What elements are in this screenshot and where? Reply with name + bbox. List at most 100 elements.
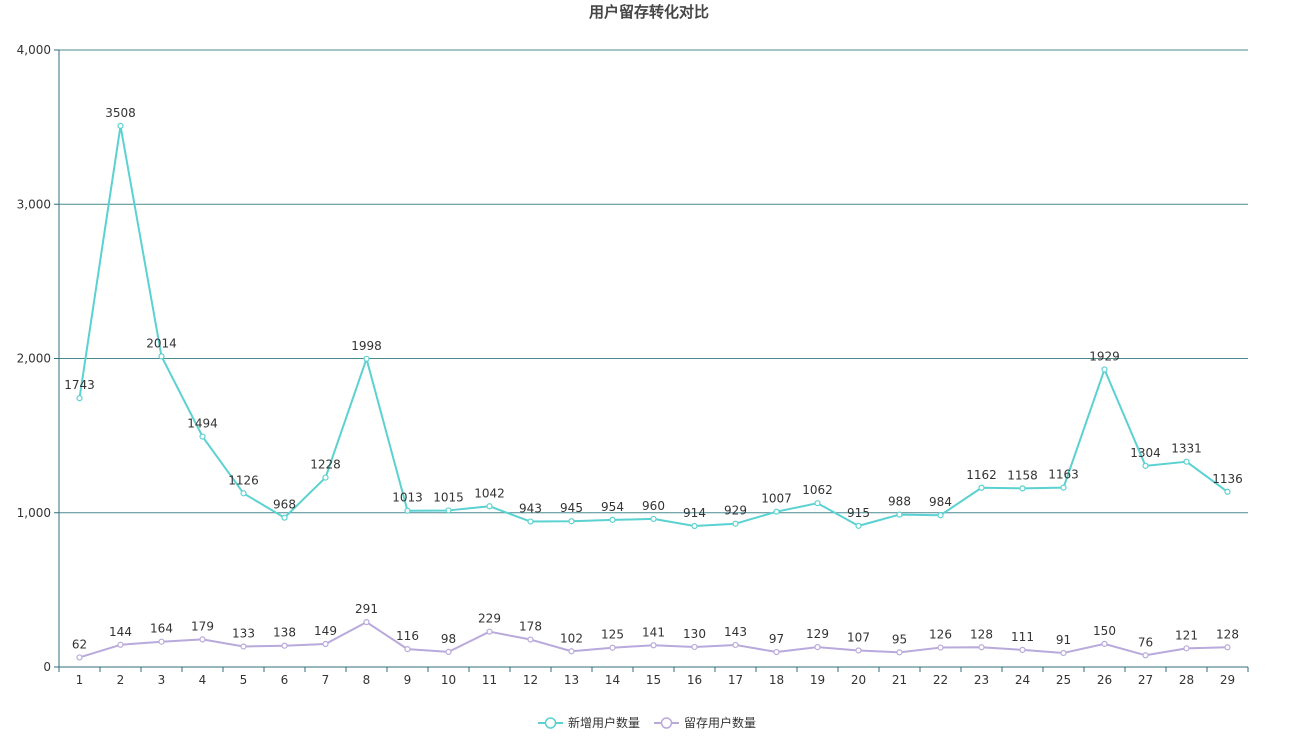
x-tick-label: 22 bbox=[933, 673, 948, 687]
grid-lines bbox=[59, 49, 1248, 514]
data-point bbox=[486, 628, 493, 635]
data-label: 1494 bbox=[187, 417, 218, 431]
data-label: 144 bbox=[109, 625, 132, 639]
data-label: 129 bbox=[806, 627, 829, 641]
data-label: 164 bbox=[150, 622, 173, 636]
data-label: 178 bbox=[519, 620, 542, 634]
data-point bbox=[978, 644, 985, 651]
data-label: 138 bbox=[273, 626, 296, 640]
x-tick-label: 2 bbox=[117, 673, 125, 687]
data-point bbox=[281, 642, 288, 649]
data-point bbox=[486, 503, 493, 510]
x-tick-label: 13 bbox=[564, 673, 579, 687]
legend-item-1[interactable]: 新增用户数量 bbox=[538, 715, 640, 730]
data-label: 107 bbox=[847, 630, 870, 644]
data-label: 1136 bbox=[1212, 472, 1243, 486]
data-label: 98 bbox=[441, 632, 456, 646]
data-point bbox=[322, 640, 329, 648]
data-point bbox=[814, 644, 821, 651]
x-tick-label: 4 bbox=[199, 673, 207, 687]
data-point bbox=[240, 490, 247, 497]
data-point bbox=[978, 484, 985, 491]
y-tick-label: 1,000 bbox=[17, 506, 51, 520]
data-point bbox=[650, 642, 657, 649]
x-tick-label: 24 bbox=[1015, 673, 1030, 687]
data-label: 988 bbox=[888, 495, 911, 509]
data-label: 1062 bbox=[802, 483, 833, 497]
data-label: 914 bbox=[683, 506, 706, 520]
data-point bbox=[527, 636, 534, 643]
x-tick-label: 27 bbox=[1138, 673, 1153, 687]
data-label: 150 bbox=[1093, 624, 1116, 638]
data-point bbox=[1224, 488, 1231, 495]
data-point bbox=[732, 641, 739, 649]
data-label: 133 bbox=[232, 626, 255, 640]
data-point bbox=[1019, 646, 1026, 653]
data-point bbox=[896, 511, 903, 518]
legend[interactable]: 新增用户数量 留存用户数量 bbox=[538, 715, 756, 730]
data-label: 1998 bbox=[351, 339, 382, 353]
series-layer bbox=[76, 122, 1231, 661]
data-point bbox=[1183, 645, 1190, 652]
data-label: 1042 bbox=[474, 486, 505, 500]
data-label: 968 bbox=[273, 498, 296, 512]
data-label: 126 bbox=[929, 628, 952, 642]
data-label: 1228 bbox=[310, 458, 341, 472]
data-label: 1743 bbox=[64, 378, 95, 392]
x-tick-label: 19 bbox=[810, 673, 825, 687]
chart-title: 用户留存转化对比 bbox=[589, 3, 709, 21]
data-point bbox=[1183, 458, 1190, 465]
data-point bbox=[363, 619, 370, 626]
data-label: 149 bbox=[314, 624, 337, 638]
legend-circle-icon bbox=[544, 717, 557, 729]
data-point bbox=[691, 522, 698, 530]
data-label: 954 bbox=[601, 500, 624, 514]
data-point bbox=[281, 514, 288, 521]
data-point bbox=[937, 644, 944, 651]
data-point bbox=[773, 508, 780, 515]
data-point bbox=[1060, 649, 1067, 657]
data-point bbox=[363, 355, 370, 362]
x-tick-label: 18 bbox=[769, 673, 784, 687]
data-label: 130 bbox=[683, 627, 706, 641]
data-label: 125 bbox=[601, 628, 624, 642]
data-point bbox=[199, 433, 206, 440]
x-tick-label: 20 bbox=[851, 673, 866, 687]
data-point bbox=[773, 648, 780, 656]
x-tick-label: 5 bbox=[240, 673, 248, 687]
data-point bbox=[527, 518, 534, 525]
x-tick-label: 10 bbox=[441, 673, 456, 687]
x-tick-label: 21 bbox=[892, 673, 907, 687]
data-label: 1331 bbox=[1171, 442, 1202, 456]
data-label: 929 bbox=[724, 504, 747, 518]
data-label: 229 bbox=[478, 612, 501, 626]
data-point bbox=[445, 507, 452, 514]
data-point bbox=[814, 500, 821, 507]
data-label: 1304 bbox=[1130, 446, 1161, 460]
data-label: 1013 bbox=[392, 491, 423, 505]
y-tick-label: 2,000 bbox=[17, 352, 51, 366]
y-tick-label: 3,000 bbox=[17, 197, 51, 211]
data-label: 1929 bbox=[1089, 349, 1120, 363]
data-label: 943 bbox=[519, 502, 542, 516]
data-point bbox=[158, 353, 165, 360]
series-line-1 bbox=[78, 124, 1229, 528]
data-point bbox=[404, 507, 411, 514]
x-tick-label: 7 bbox=[322, 673, 330, 687]
data-point bbox=[732, 520, 739, 527]
x-tick-label: 16 bbox=[687, 673, 702, 687]
legend-item-2[interactable]: 留存用户数量 bbox=[654, 715, 756, 730]
x-tick-label: 29 bbox=[1220, 673, 1235, 687]
data-point bbox=[568, 518, 575, 525]
data-label: 95 bbox=[892, 632, 907, 646]
data-point bbox=[650, 515, 657, 523]
data-label: 128 bbox=[1216, 627, 1239, 641]
x-tick-label: 8 bbox=[363, 673, 371, 687]
data-point bbox=[1019, 485, 1026, 492]
data-label: 116 bbox=[396, 629, 419, 643]
data-point bbox=[445, 648, 452, 655]
data-label: 91 bbox=[1056, 633, 1071, 647]
y-tick-label: 4,000 bbox=[17, 43, 51, 57]
data-label: 1126 bbox=[228, 473, 259, 487]
